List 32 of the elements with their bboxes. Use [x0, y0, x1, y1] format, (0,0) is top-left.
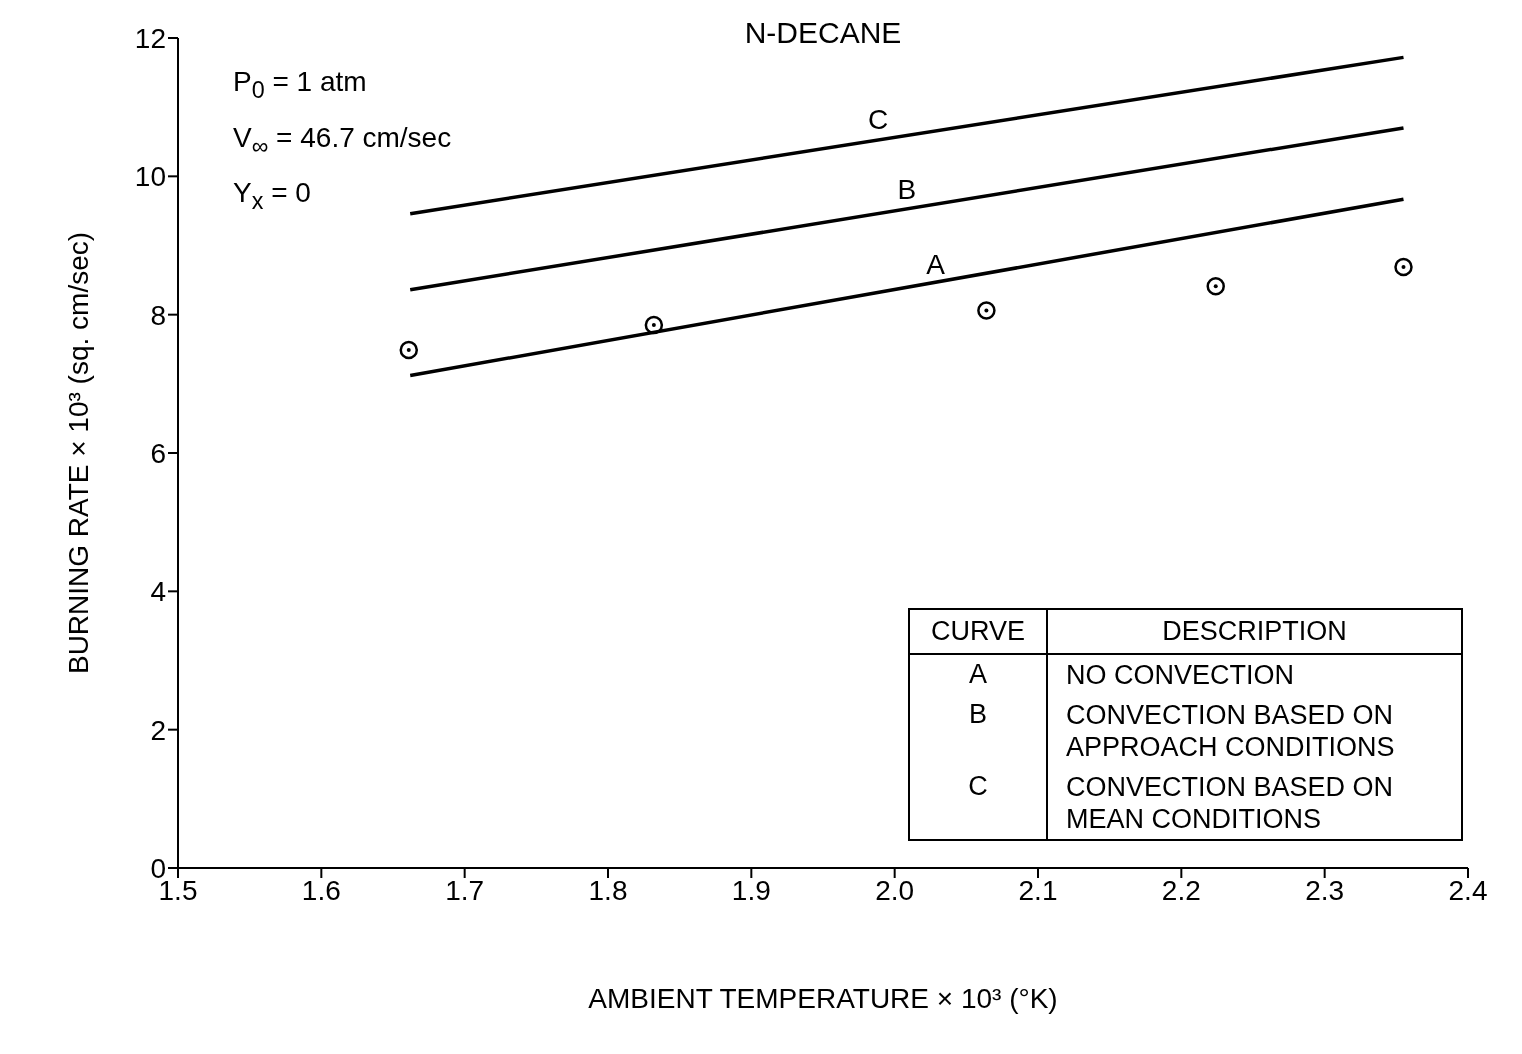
x-tick-label: 1.6 — [301, 874, 341, 906]
text: C — [968, 771, 988, 801]
x-tick-label: 2.1 — [1018, 874, 1058, 906]
annotation: CURVE — [909, 609, 1047, 654]
x-tick-label: 2.4 — [1448, 874, 1488, 906]
x-tick-label: 2.2 — [1161, 874, 1201, 906]
y-tick-label: 12 — [134, 22, 166, 54]
y-axis-title: BURNING RATE × 10³ (sq. cm/sec) — [62, 231, 94, 675]
x-axis-title: AMBIENT TEMPERATURE × 10³ (°K) — [588, 983, 1058, 1014]
legend-label: A — [909, 654, 1047, 695]
annotation: CONVECTION BASED ON APPROACH CONDITIONS — [1047, 695, 1462, 767]
x-tick-label: 1.9 — [731, 874, 771, 906]
chart-title: N-DECANE — [743, 16, 903, 50]
text: A — [926, 248, 945, 280]
y-tick-label: 10 — [134, 161, 166, 193]
series-label: B — [897, 173, 917, 205]
y-tick-label: 4 — [150, 576, 166, 608]
text: B — [968, 699, 987, 729]
annotation: NO CONVECTION — [1047, 654, 1462, 695]
y-tick-label: 8 — [150, 299, 166, 331]
x-tick-label: 2.3 — [1305, 874, 1345, 906]
y-tick-label: 2 — [150, 714, 166, 746]
annotation: V$_{∞}$ = 46.7 cm/sec — [233, 120, 452, 161]
y-tick-label: 6 — [150, 437, 166, 469]
annotation: CONVECTION BASED ON MEAN CONDITIONS — [1047, 767, 1462, 840]
x-tick-label: 1.8 — [588, 874, 628, 906]
annotation: P$_{0}$ = 1 atm — [233, 65, 368, 105]
annotation: Y$_{x}$ = 0 — [233, 176, 312, 216]
x-tick-label: 2.0 — [875, 874, 915, 906]
series-label: C — [868, 103, 889, 135]
x-tick-label: 1.7 — [445, 874, 485, 906]
annotation: DESCRIPTION — [1047, 609, 1462, 654]
